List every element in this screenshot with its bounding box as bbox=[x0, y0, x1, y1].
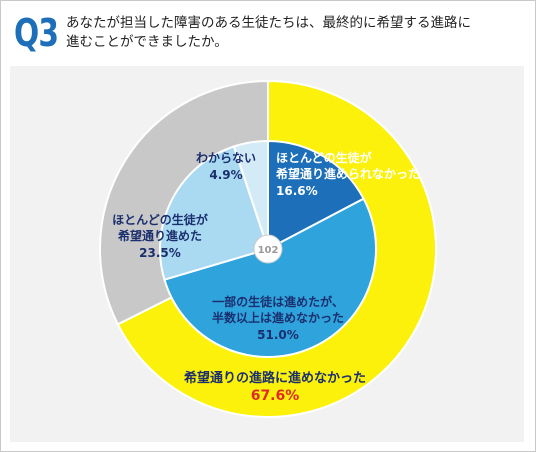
question-line-2: 進むことができましたか。 bbox=[66, 34, 228, 50]
label-inner-3-value: 23.5% bbox=[139, 246, 181, 260]
inner-slice-1 bbox=[267, 139, 365, 251]
label-inner-2-value: 51.0% bbox=[257, 328, 299, 342]
label-inner-1-value: 16.6% bbox=[276, 184, 318, 198]
question-text: あなたが担当した障害のある生徒たちは、最終的に希望する進路に 進むことができまし… bbox=[66, 14, 521, 52]
question-number-badge: Q3 bbox=[14, 11, 59, 55]
sample-size-label: 102 bbox=[258, 245, 279, 256]
data-labels: ほとんどの生徒が希望通り進められなかった 16.6% 一部の生徒は進めたが、半数以上… bbox=[112, 150, 420, 404]
question-line-1: あなたが担当した障害のある生徒たちは、最終的に希望する進路に bbox=[66, 15, 471, 31]
label-inner-2: 一部の生徒は進めたが、半数以上は進めなかった bbox=[212, 294, 344, 325]
label-outer-1: 希望通りの進路に進めなかった bbox=[184, 370, 366, 386]
label-outer-1-value: 67.6% bbox=[251, 388, 300, 404]
inner-slice-4 bbox=[232, 139, 269, 250]
label-inner-4-value: 4.9% bbox=[209, 168, 242, 182]
center-disc bbox=[253, 234, 283, 264]
inner-pie bbox=[159, 139, 377, 358]
label-inner-4: わからない bbox=[196, 151, 256, 165]
label-inner-3: ほとんどの生徒が希望通り進めた bbox=[112, 212, 208, 243]
inner-slice-3 bbox=[159, 145, 270, 281]
inner-slice-2 bbox=[163, 197, 377, 358]
label-inner-1: ほとんどの生徒が希望通り進められなかった bbox=[275, 150, 420, 181]
